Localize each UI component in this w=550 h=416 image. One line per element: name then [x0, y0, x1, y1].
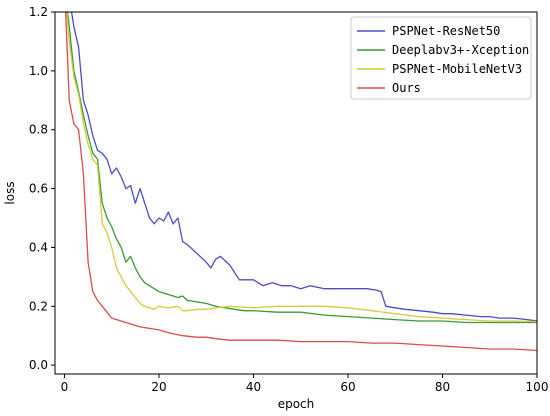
legend: PSPNet-ResNet50 Deeplabv3+-Xception PSPNet…	[350, 16, 532, 100]
y-tick-label: 0.2	[29, 299, 48, 313]
legend-label-1: Deeplabv3+-Xception	[392, 43, 529, 57]
series-line-3	[65, 12, 537, 352]
series-line-0	[70, 12, 537, 322]
y-tick-label: 0.6	[29, 182, 48, 196]
series-line-2	[66, 12, 537, 323]
x-tick-label: 100	[526, 380, 549, 394]
y-axis: 0.0 0.2 0.4 0.6 0.8 1.0 1.2	[29, 5, 55, 372]
legend-label-2: PSPNet-MobileNetV3	[392, 62, 522, 76]
x-tick-label: 0	[61, 380, 69, 394]
legend-label-0: PSPNet-ResNet50	[392, 24, 500, 38]
y-tick-label: 1.0	[29, 64, 48, 78]
x-axis: 0 20 40 60 80 100	[61, 374, 549, 394]
plot-frame	[54, 11, 538, 375]
legend-box	[350, 16, 532, 100]
series-lines	[65, 12, 537, 352]
legend-label-3: Ours	[392, 81, 421, 95]
x-axis-label: epoch	[278, 397, 315, 411]
y-tick-label: 0.0	[29, 358, 48, 372]
series-line-1	[66, 12, 537, 324]
x-tick-label: 40	[246, 380, 261, 394]
y-axis-label: loss	[3, 181, 17, 204]
y-tick-label: 0.8	[29, 123, 48, 137]
x-tick-label: 20	[151, 380, 166, 394]
y-tick-label: 0.4	[29, 240, 48, 254]
y-tick-label: 1.2	[29, 5, 48, 19]
x-tick-label: 80	[435, 380, 450, 394]
x-tick-label: 60	[340, 380, 355, 394]
